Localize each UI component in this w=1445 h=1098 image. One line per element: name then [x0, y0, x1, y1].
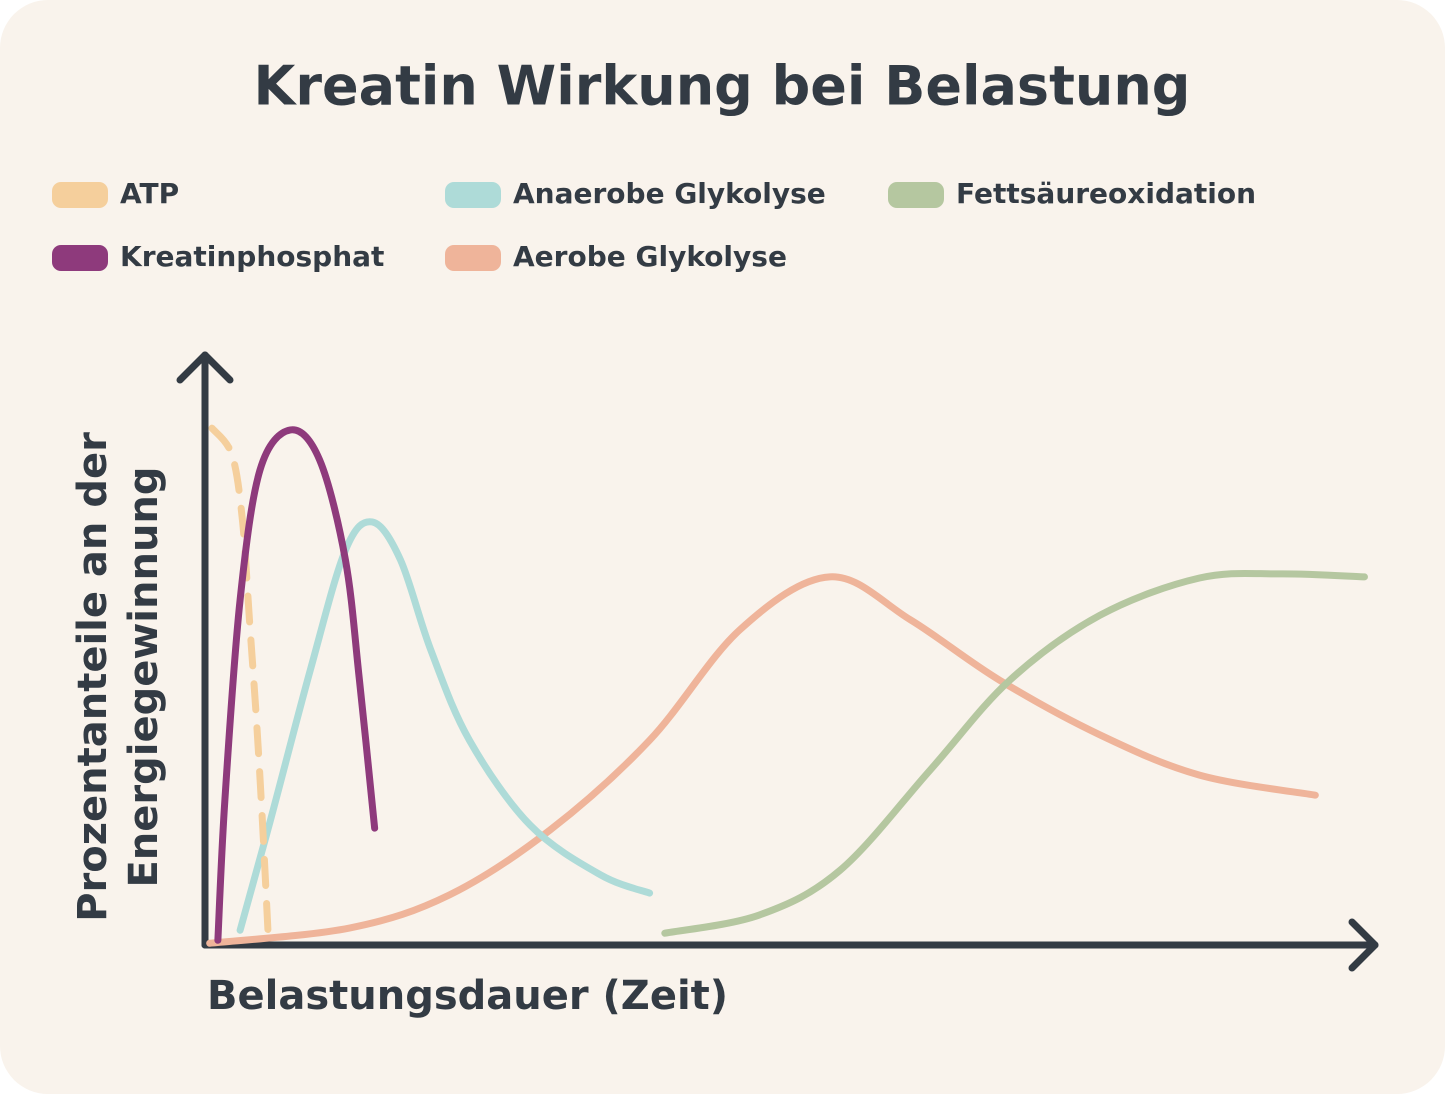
y-axis-label: Prozentanteile an der: [70, 432, 116, 922]
legend-label: Fettsäureoxidation: [956, 177, 1256, 210]
chart-title: Kreatin Wirkung bei Belastung: [254, 55, 1191, 118]
series-line: [206, 573, 1319, 947]
series-line: [208, 424, 272, 939]
legend-label: Kreatinphosphat: [120, 240, 384, 273]
legend-swatch: [52, 245, 108, 271]
legend-label: Anaerobe Glykolyse: [513, 177, 826, 210]
legend-swatch: [445, 245, 501, 271]
legend-swatch: [888, 182, 944, 208]
legend-label: ATP: [120, 177, 179, 210]
series-line: [661, 569, 1368, 937]
series-line: [214, 426, 379, 944]
axes: [176, 351, 1379, 972]
x-axis-arrow: [1348, 918, 1379, 972]
legend-label: Aerobe Glykolyse: [513, 240, 787, 273]
y-axis-label: Energiegewinnung: [121, 466, 167, 887]
y-axis-arrow: [176, 351, 234, 384]
x-axis-label: Belastungsdauer (Zeit): [207, 973, 728, 1019]
legend-swatch: [52, 182, 108, 208]
legend-swatch: [445, 182, 501, 208]
series-line: [236, 518, 654, 934]
